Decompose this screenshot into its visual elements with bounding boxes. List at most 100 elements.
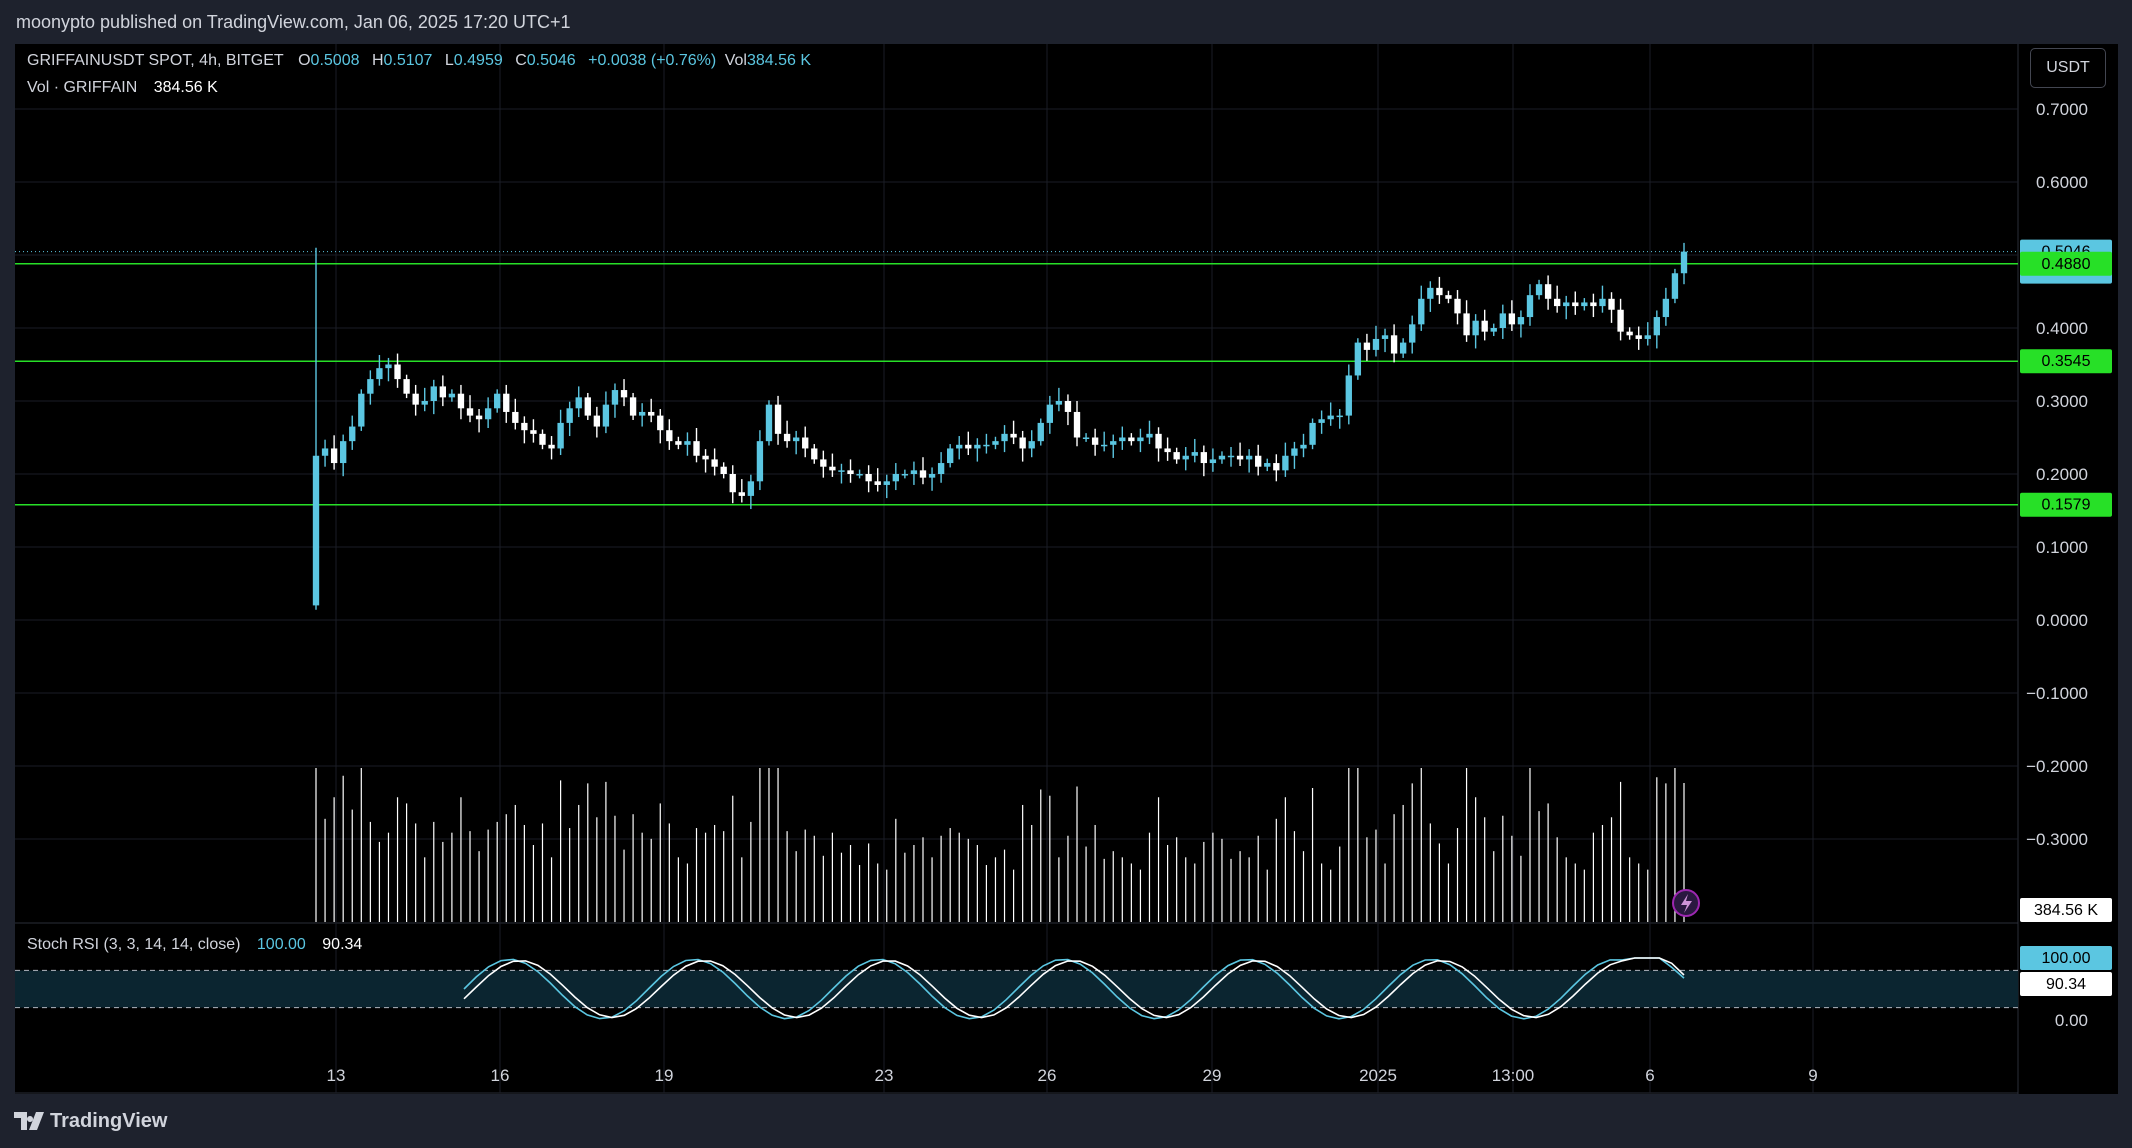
symbol-title[interactable]: GRIFFAINUSDT SPOT, 4h, BITGET — [27, 52, 284, 69]
open-label: O — [298, 52, 311, 69]
candle-body — [1599, 298, 1606, 307]
candle-body — [675, 441, 682, 445]
stoch-k-value: 100.00 — [256, 936, 306, 953]
candle-body — [503, 393, 510, 412]
candle-body — [312, 455, 320, 606]
level-1-tag-bg — [2020, 251, 2112, 276]
candle-body — [1255, 455, 1262, 467]
candle-body — [928, 474, 936, 478]
price-tick-label: 0.2000 — [2036, 465, 2088, 484]
candle-body — [1354, 342, 1362, 376]
candle-body — [666, 430, 673, 442]
candle-body — [403, 379, 410, 394]
candle-body — [1046, 404, 1053, 423]
candle-body — [937, 463, 945, 474]
candle-body — [566, 408, 573, 423]
candle-body — [539, 433, 546, 445]
brand-name: TradingView — [50, 1110, 168, 1132]
candle-body — [783, 433, 791, 442]
candle-body — [439, 386, 447, 398]
symbol-legend[interactable]: GRIFFAINUSDT SPOT, 4h, BITGET O0.5008 H0… — [27, 52, 819, 70]
level-3-tag-text: 0.1579 — [2042, 497, 2091, 514]
candle-body — [1209, 459, 1217, 464]
price-tick-label: 0.6000 — [2036, 173, 2088, 192]
candle-body — [575, 397, 582, 409]
lightning-icon-glyph — [1681, 894, 1692, 913]
candle-body — [1264, 463, 1271, 467]
open-value: 0.5008 — [310, 52, 360, 69]
volume-legend[interactable]: Vol · GRIFFAIN 384.56 K — [27, 79, 222, 97]
candle-body — [1463, 313, 1470, 336]
currency-button[interactable]: USDT — [2030, 48, 2106, 88]
price-tick-label: 0.3000 — [2036, 392, 2088, 411]
price-tick-label: 0.4000 — [2036, 319, 2088, 338]
candle-body — [883, 481, 890, 485]
candle-body — [1617, 309, 1624, 332]
candle-body — [1182, 455, 1189, 460]
candle-body — [1671, 273, 1679, 299]
candle-body — [838, 470, 845, 472]
candle-body — [802, 437, 809, 449]
price-tick-label: −0.3000 — [2026, 830, 2088, 849]
candle-body — [702, 455, 709, 460]
time-tick-label: 13 — [327, 1066, 346, 1085]
candle-body — [1626, 331, 1633, 336]
stoch-legend[interactable]: Stoch RSI (3, 3, 14, 14, close) 100.00 9… — [27, 936, 366, 954]
candle-body — [1082, 437, 1090, 439]
candle-body — [765, 404, 773, 442]
candle-body — [1146, 433, 1153, 438]
candle-body — [448, 393, 456, 398]
candle-body — [494, 393, 501, 409]
chart-frame[interactable] — [15, 44, 2118, 1094]
candle-body — [376, 368, 383, 380]
high-label: H — [371, 52, 384, 69]
candle-body — [1128, 437, 1135, 442]
candle-body — [412, 393, 419, 405]
candle-body — [983, 444, 990, 447]
candle-body — [657, 415, 664, 431]
candle-body — [1119, 437, 1126, 442]
candle-body — [684, 441, 691, 445]
candle-body — [1164, 448, 1171, 453]
candle-body — [1635, 335, 1642, 339]
candle-body — [484, 408, 492, 420]
candle-body — [611, 390, 619, 405]
price-tick-label: −0.1000 — [2026, 684, 2088, 703]
stoch-rsi-pane — [15, 957, 2018, 1020]
volume-tag: 384.56 K — [2020, 898, 2112, 922]
candle-body — [1526, 295, 1534, 318]
stoch-k-tag-bg — [2020, 946, 2112, 970]
candle-body — [358, 393, 365, 427]
candle-body — [385, 364, 392, 369]
time-axis[interactable]: 13 16 19 23 26 29 2025 13:00 6 9 — [327, 1066, 1818, 1085]
candle-body — [1327, 415, 1334, 420]
candle-body — [530, 430, 537, 434]
time-tick-label: 29 — [1203, 1066, 1222, 1085]
candle-body — [1300, 444, 1307, 449]
candle-body — [874, 481, 881, 485]
candle-body — [1481, 320, 1488, 332]
candle-body — [1055, 401, 1063, 405]
price-tick-label: −0.2000 — [2026, 757, 2088, 776]
candle-body — [811, 448, 818, 460]
candle-body — [602, 404, 610, 427]
candle-body — [629, 397, 637, 416]
time-tick-label: 13:00 — [1492, 1066, 1535, 1085]
time-tick-label: 19 — [655, 1066, 674, 1085]
candle-body — [457, 393, 465, 409]
candle-body — [1318, 419, 1325, 423]
stoch-k-tag: 100.00 — [2020, 946, 2112, 970]
stoch-name: Stoch RSI (3, 3, 14, 14, close) — [27, 936, 241, 953]
price-axis[interactable]: 0.70000.60000.50000.40000.30000.20000.10… — [2026, 100, 2088, 849]
candle-body — [747, 481, 755, 496]
candle-body — [584, 397, 591, 416]
volume-series-value: 384.56 K — [153, 79, 218, 96]
level-2-tag: 0.3545 — [2020, 349, 2112, 374]
candle-body — [965, 444, 972, 449]
candle-body — [1508, 313, 1516, 325]
time-tick-label: 9 — [1808, 1066, 1817, 1085]
lightning-icon[interactable] — [1672, 889, 1700, 917]
candle-body — [1191, 452, 1198, 456]
